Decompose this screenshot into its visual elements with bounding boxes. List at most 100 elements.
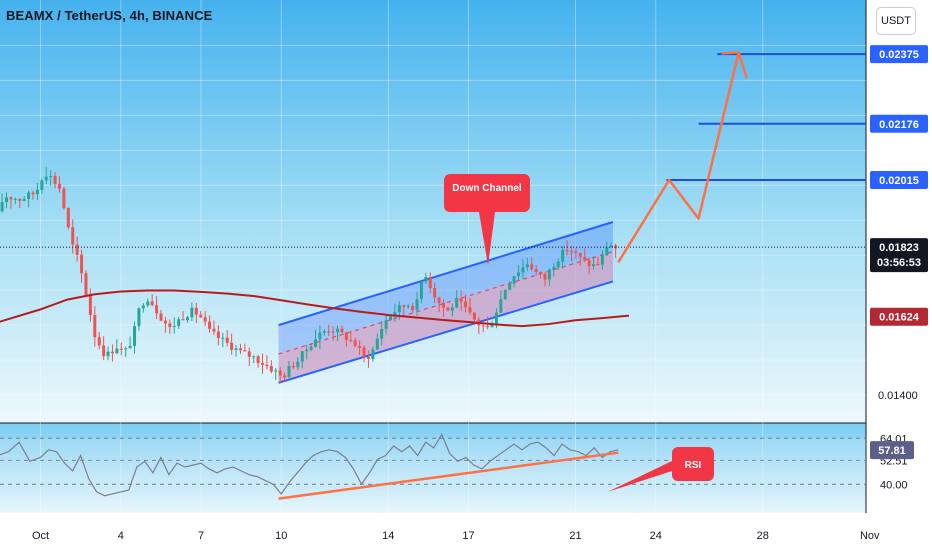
candle-bear xyxy=(110,351,114,354)
candle-bear xyxy=(102,345,106,357)
candle-bear xyxy=(464,301,468,308)
candle-bull xyxy=(600,255,604,265)
candle-bull xyxy=(512,276,516,284)
candle-bear xyxy=(199,314,203,318)
channel-lower-line xyxy=(278,280,614,384)
candle-bull xyxy=(494,312,498,324)
candle-bear xyxy=(459,298,463,302)
rsi-trendline xyxy=(278,451,619,500)
candle-bull xyxy=(384,320,388,329)
rsi-callout-box xyxy=(672,447,714,481)
candle-bear xyxy=(80,254,84,274)
candle-bull xyxy=(313,339,317,347)
candle-bull xyxy=(13,199,17,201)
candle-bear xyxy=(353,340,357,346)
channel-midline xyxy=(278,251,614,355)
candle-bear xyxy=(269,366,273,372)
x-tick-label: 7 xyxy=(198,530,204,542)
candle-bear xyxy=(88,294,92,316)
candle-bull xyxy=(371,349,375,359)
candle-bear xyxy=(583,256,587,261)
candle-bull xyxy=(521,267,525,273)
candle-bull xyxy=(503,289,507,300)
candle-bear xyxy=(481,325,485,327)
rsi-line xyxy=(0,433,619,497)
down-channel-callout-label: Down Channel xyxy=(452,183,522,194)
projection-path xyxy=(617,51,748,263)
candle-bear xyxy=(366,356,370,359)
rsi-value-tag xyxy=(870,441,914,460)
rsi-y-tick-label: 40.00 xyxy=(880,479,908,491)
candle-bear xyxy=(362,347,366,357)
down-channel-callout-box xyxy=(444,174,530,212)
candle-bull xyxy=(517,272,521,277)
candle-bull xyxy=(552,267,556,270)
candle-bull xyxy=(115,348,119,354)
candle-bull xyxy=(561,249,565,262)
moving-average xyxy=(0,289,630,328)
candle-bull xyxy=(124,348,128,350)
candle-bear xyxy=(247,351,251,357)
candle-bear xyxy=(327,331,331,333)
candle-bull xyxy=(525,264,529,268)
rsi-callout-pointer xyxy=(607,461,672,492)
candle-bear xyxy=(238,348,242,351)
candle-bear xyxy=(587,260,591,267)
currency-button[interactable]: USDT xyxy=(876,7,916,35)
candle-bear xyxy=(283,375,287,378)
candle-bull xyxy=(27,192,31,199)
candle-bear xyxy=(230,342,234,350)
candle-bear xyxy=(243,350,247,352)
candle-bear xyxy=(291,365,295,368)
candle-bull xyxy=(419,281,423,300)
candle-bear xyxy=(565,249,569,252)
rsi-value-label: 57.81 xyxy=(878,445,906,457)
candle-bear xyxy=(216,331,220,339)
candle-bull xyxy=(490,323,494,328)
candle-bear xyxy=(75,244,79,255)
candle-bear xyxy=(468,307,472,313)
y-tick-label: 0.01400 xyxy=(878,390,918,402)
candle-bear xyxy=(446,307,450,311)
candle-bear xyxy=(155,305,159,314)
candle-bull xyxy=(252,356,256,358)
target-level-tag xyxy=(870,45,928,64)
candle-bull xyxy=(592,264,596,267)
candle-bull xyxy=(318,332,322,340)
candle-bear xyxy=(53,176,57,184)
channel-lower-fill xyxy=(278,251,613,383)
candle-bull xyxy=(0,202,4,212)
candle-bear xyxy=(18,199,22,201)
candle-bull xyxy=(415,299,419,311)
candle-bear xyxy=(428,277,432,288)
candle-bear xyxy=(57,183,61,189)
candle-bear xyxy=(97,337,101,346)
candle-bear xyxy=(402,305,406,307)
candle-bear xyxy=(472,312,476,320)
x-tick-label: 24 xyxy=(650,530,662,542)
candle-bear xyxy=(181,319,185,321)
candle-bull xyxy=(556,261,560,268)
candle-bull xyxy=(133,326,137,346)
time-axis[interactable]: Oct 4 7 10 14 17 21 24 28 Nov xyxy=(32,530,880,542)
candle-bull xyxy=(605,247,609,256)
candle-bull xyxy=(389,315,393,321)
target-level-label: 0.02375 xyxy=(879,49,919,61)
down-channel xyxy=(278,221,614,384)
candle-bear xyxy=(578,252,582,257)
candle-bull xyxy=(309,346,313,350)
target-level-tag xyxy=(870,171,928,190)
candle-bear xyxy=(539,272,543,274)
target-level-label: 0.02176 xyxy=(879,119,919,131)
candle-bear xyxy=(358,345,362,348)
candle-bear xyxy=(574,251,578,253)
candle-bull xyxy=(397,305,401,313)
candle-bull xyxy=(305,349,309,352)
candle-bull xyxy=(106,351,110,357)
candle-bull xyxy=(336,328,340,333)
candle-bull xyxy=(375,338,379,350)
rsi-pane xyxy=(0,433,866,500)
candle-bull xyxy=(146,301,150,306)
